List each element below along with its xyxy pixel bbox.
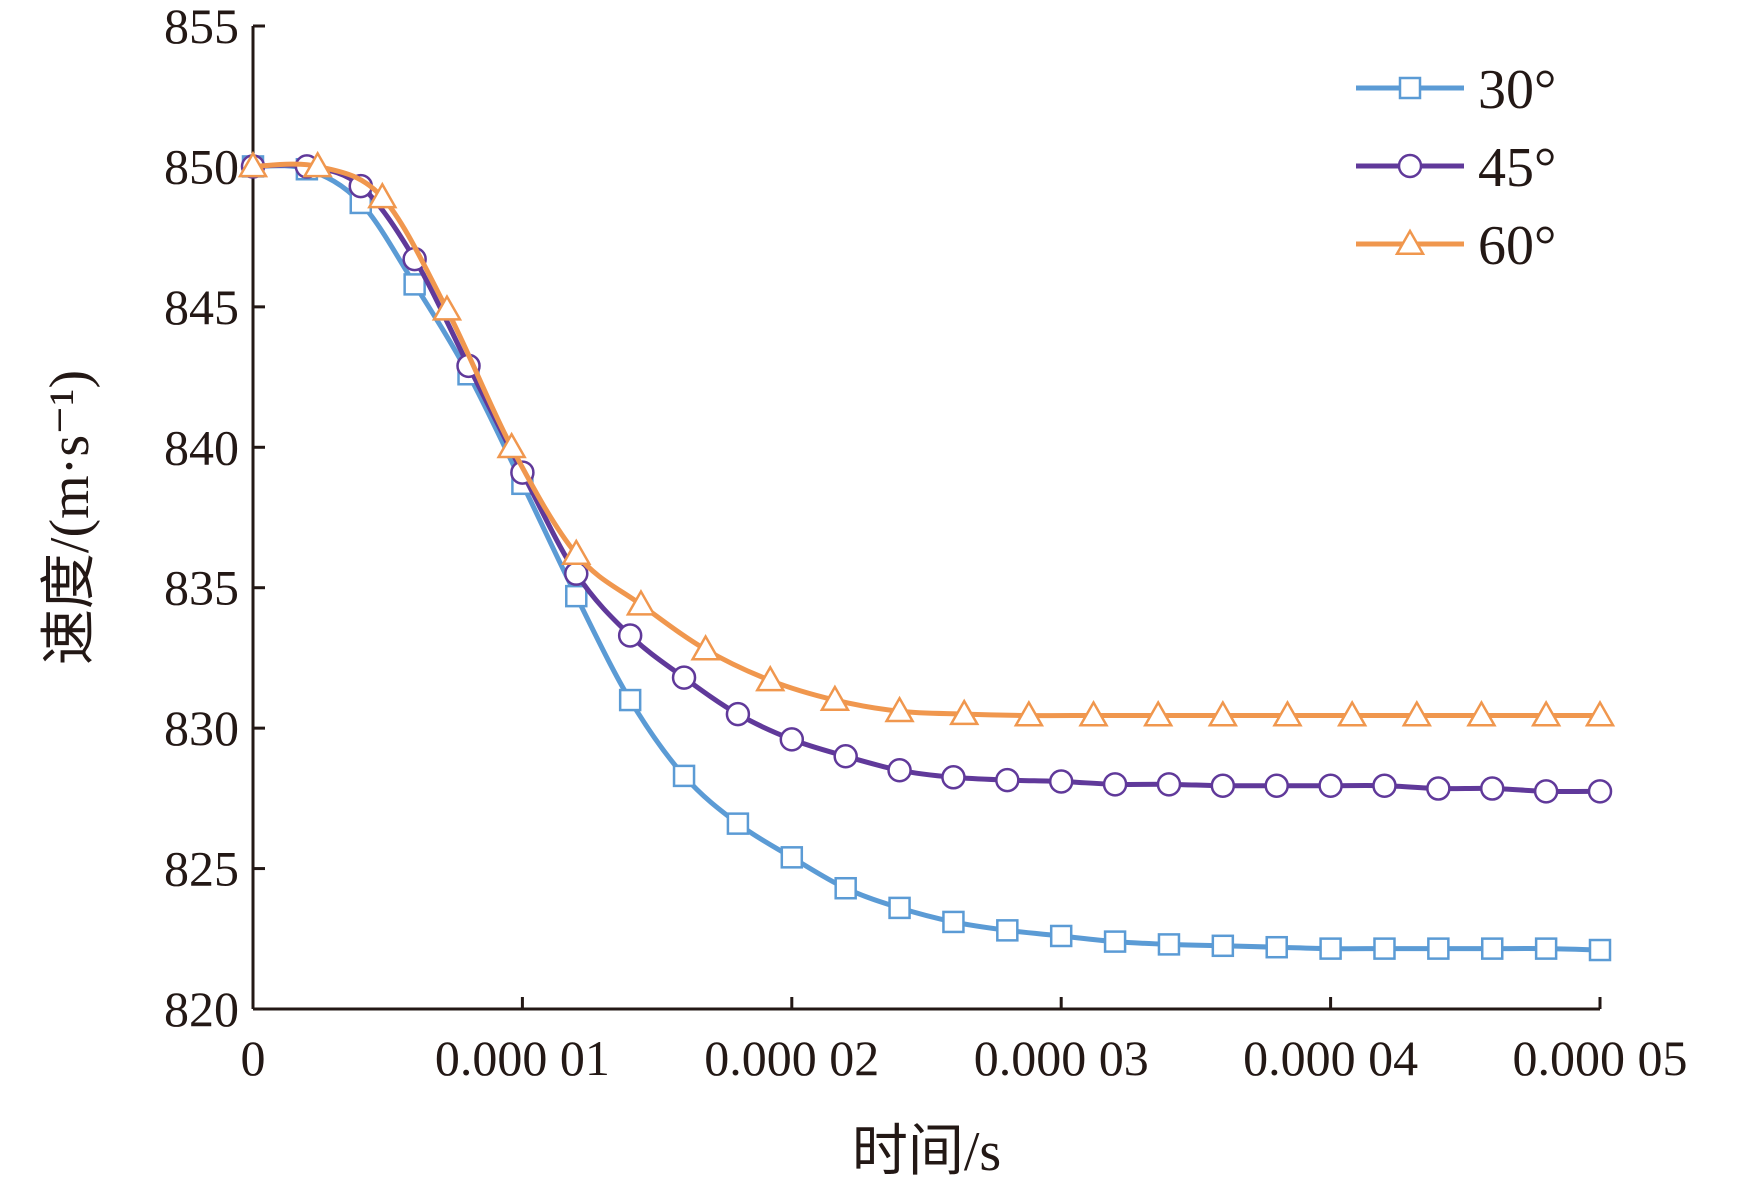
data-point (617, 623, 643, 648)
data-point (1466, 699, 1497, 727)
data-point (887, 758, 912, 783)
x-tick-label: 0.000 01 (435, 1030, 610, 1086)
series-line (252, 161, 1600, 719)
data-point (561, 538, 592, 566)
x-tick-label: 0.000 04 (1243, 1030, 1418, 1086)
x-axis-title: 时间/s (852, 1121, 1001, 1183)
data-point (1336, 699, 1368, 727)
y-tick-label: 820 (164, 981, 239, 1037)
data-point (1588, 938, 1612, 962)
data-point (995, 767, 1020, 793)
y-tick-label: 830 (164, 700, 239, 756)
data-point (1103, 930, 1127, 953)
data-point (403, 273, 426, 296)
x-tick-label: 0.000 03 (974, 1030, 1149, 1086)
data-point (1265, 935, 1288, 959)
data-point (1534, 937, 1558, 960)
data-point (819, 684, 851, 712)
x-axis-ticks: 0 0.000 01 0.000 02 0.000 03 0.000 04 0.000 0… (241, 997, 1688, 1086)
data-point (1401, 699, 1432, 727)
data-point (1264, 773, 1289, 798)
data-point (565, 584, 588, 608)
data-point (671, 665, 697, 690)
legend-label: 45° (1478, 137, 1556, 199)
data-point (779, 727, 805, 752)
series-line (252, 163, 1601, 953)
data-point (755, 664, 786, 692)
data-point (618, 688, 642, 712)
legend-label: 60° (1478, 215, 1556, 277)
data-point (1207, 699, 1238, 727)
data-point (367, 181, 398, 209)
data-point (1013, 699, 1045, 727)
y-tick-label: 845 (164, 279, 239, 335)
data-point (1143, 699, 1174, 727)
data-point (996, 919, 1019, 942)
data-point (237, 150, 269, 178)
data-point (725, 701, 751, 727)
data-point (726, 812, 750, 835)
data-point (1533, 779, 1559, 804)
data-point (1480, 937, 1504, 960)
y-axis-title: 速度/(m·s⁻¹) (39, 370, 101, 665)
data-point (625, 589, 657, 616)
series-3 (237, 150, 1616, 727)
x-tick-label: 0.000 05 (1513, 1030, 1688, 1086)
data-point (1318, 773, 1343, 798)
data-point (942, 910, 965, 934)
series-1 (241, 155, 1612, 962)
data-point (672, 764, 696, 788)
series-line (252, 162, 1601, 795)
data-point (833, 743, 858, 769)
x-tick-label: 0 (241, 1030, 266, 1086)
series-layer (237, 150, 1616, 962)
data-point (1530, 699, 1562, 727)
y-tick-label: 840 (164, 419, 239, 475)
data-point (302, 150, 333, 178)
data-point (1427, 937, 1450, 960)
data-point (1102, 772, 1128, 797)
legend: 30° 45° 60° (1356, 59, 1556, 277)
data-point (1372, 773, 1397, 798)
y-tick-label: 855 (164, 0, 239, 54)
y-axis-ticks: 820 825 830 835 840 845 850 855 (164, 0, 265, 1037)
data-point (1210, 773, 1236, 798)
data-point (780, 846, 804, 869)
data-point (941, 765, 966, 790)
legend-marker (1397, 153, 1423, 179)
data-point (1584, 699, 1616, 727)
legend-label: 30° (1478, 59, 1556, 121)
data-point (1048, 769, 1074, 794)
data-point (1211, 934, 1235, 958)
data-point (1156, 772, 1182, 797)
data-point (834, 876, 857, 900)
y-tick-label: 825 (164, 841, 239, 897)
y-tick-label: 850 (164, 138, 239, 194)
x-tick-label: 0.000 02 (704, 1030, 879, 1086)
legend-marker (1394, 228, 1426, 255)
data-point (949, 698, 980, 726)
legend-marker (1398, 76, 1422, 100)
data-point (1049, 924, 1073, 948)
data-point (1319, 937, 1342, 960)
data-point (496, 431, 527, 459)
data-point (1587, 779, 1613, 804)
data-point (690, 633, 721, 661)
data-point (1373, 937, 1396, 960)
data-point (1426, 776, 1451, 801)
y-tick-label: 835 (164, 560, 239, 616)
data-point (1479, 776, 1505, 801)
data-point (1157, 933, 1181, 956)
data-point (1272, 699, 1303, 727)
plot-frame (251, 26, 1600, 1011)
data-point (431, 294, 463, 321)
data-point (884, 695, 915, 723)
data-point (1078, 699, 1109, 727)
data-point (888, 896, 911, 920)
